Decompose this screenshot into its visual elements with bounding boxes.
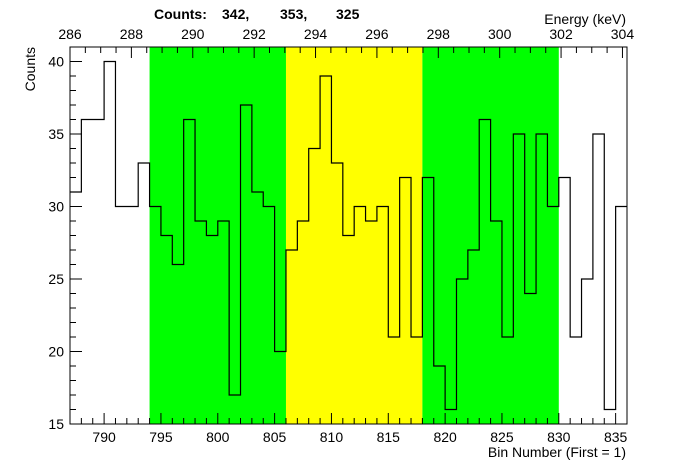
- energy-tick-label: 300: [488, 26, 512, 42]
- region-right-background: [422, 47, 559, 424]
- x-tick-label: 830: [547, 429, 571, 445]
- energy-tick-label: 298: [427, 26, 451, 42]
- x-tick-label: 805: [263, 429, 287, 445]
- x-tick-label: 810: [320, 429, 344, 445]
- y-tick-label: 40: [48, 54, 64, 70]
- y-tick-label: 20: [48, 344, 64, 360]
- x-tick-label: 800: [206, 429, 230, 445]
- axis-labels: Counts Bin Number (First = 1) Energy (keV)…: [22, 6, 626, 460]
- x-tick-label: 820: [433, 429, 457, 445]
- left-axis-ticks: 15 20 25 30 35 40: [48, 46, 82, 432]
- x-tick-label: 790: [92, 429, 116, 445]
- energy-tick-label: 302: [549, 26, 573, 42]
- top-axis-ticks: 286 288 290 292 294 296 298 300 302 304: [58, 26, 634, 58]
- histogram-line: [70, 60, 627, 411]
- y-tick-label: 25: [48, 271, 64, 287]
- y-tick-label: 15: [48, 416, 64, 432]
- x-tick-label: 815: [377, 429, 401, 445]
- bottom-axis-ticks: 790 795 800 805 810 815 820 825 830 835: [69, 413, 628, 445]
- y-tick-label: 35: [48, 126, 64, 142]
- counts-title: Counts: 342, 353, 325: [154, 6, 360, 22]
- counts-value: 325: [336, 6, 360, 22]
- counts-value: 353,: [280, 6, 307, 22]
- energy-tick-label: 304: [611, 26, 635, 42]
- energy-tick-label: 292: [242, 26, 266, 42]
- x-tick-label: 795: [149, 429, 173, 445]
- energy-tick-label: 288: [120, 26, 144, 42]
- energy-axis-label: Energy (keV): [544, 11, 626, 27]
- x-tick-label: 835: [604, 429, 628, 445]
- x-axis-label: Bin Number (First = 1): [488, 444, 626, 460]
- y-tick-label: 30: [48, 199, 64, 215]
- y-axis-label: Counts: [22, 47, 38, 91]
- energy-tick-label: 286: [58, 26, 82, 42]
- counts-value: 342,: [222, 6, 249, 22]
- energy-tick-label: 296: [365, 26, 389, 42]
- energy-tick-label: 294: [304, 26, 328, 42]
- x-tick-label: 825: [490, 429, 514, 445]
- energy-tick-label: 290: [181, 26, 205, 42]
- counts-label: Counts:: [154, 6, 207, 22]
